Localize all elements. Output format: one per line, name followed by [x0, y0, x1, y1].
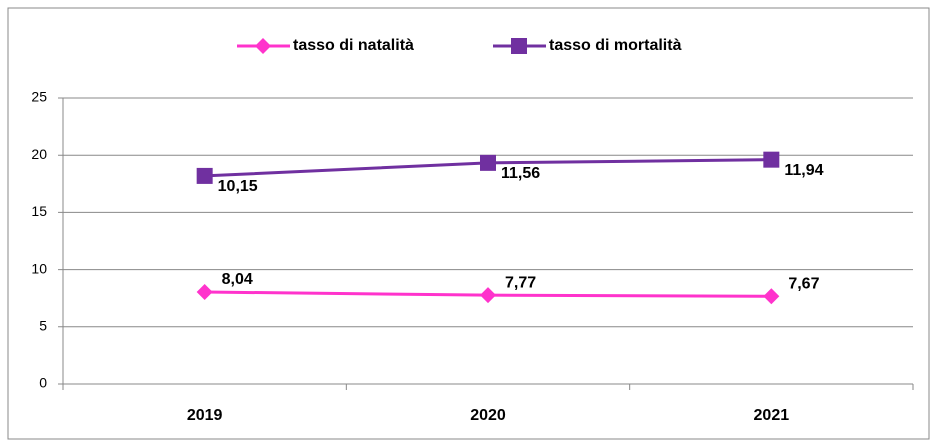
y-tick-label: 25 [31, 89, 47, 105]
marker [255, 38, 271, 54]
legend-label: tasso di natalità [293, 37, 414, 54]
x-tick-label: 2021 [754, 407, 790, 424]
chart-border [7, 7, 930, 440]
marker [196, 167, 213, 184]
data-label: 7,67 [788, 275, 819, 292]
marker [480, 287, 496, 304]
data-label: 8,04 [222, 271, 253, 288]
y-tick-label: 15 [31, 203, 47, 219]
data-label: 10,15 [218, 178, 258, 195]
y-tick-label: 0 [39, 375, 47, 391]
marker [480, 154, 496, 171]
data-label: 7,77 [505, 274, 536, 291]
x-tick-label: 2019 [187, 407, 223, 424]
data-label: 11,56 [501, 165, 540, 182]
y-tick-label: 10 [31, 260, 47, 276]
marker [763, 288, 780, 305]
y-tick-label: 5 [39, 318, 47, 334]
marker [511, 38, 527, 54]
marker [196, 284, 213, 301]
legend-label: tasso di mortalità [549, 37, 682, 54]
data-label: 11,94 [784, 162, 823, 179]
x-tick-label: 2020 [470, 407, 506, 424]
marker [763, 151, 780, 168]
y-tick-label: 20 [31, 146, 47, 162]
